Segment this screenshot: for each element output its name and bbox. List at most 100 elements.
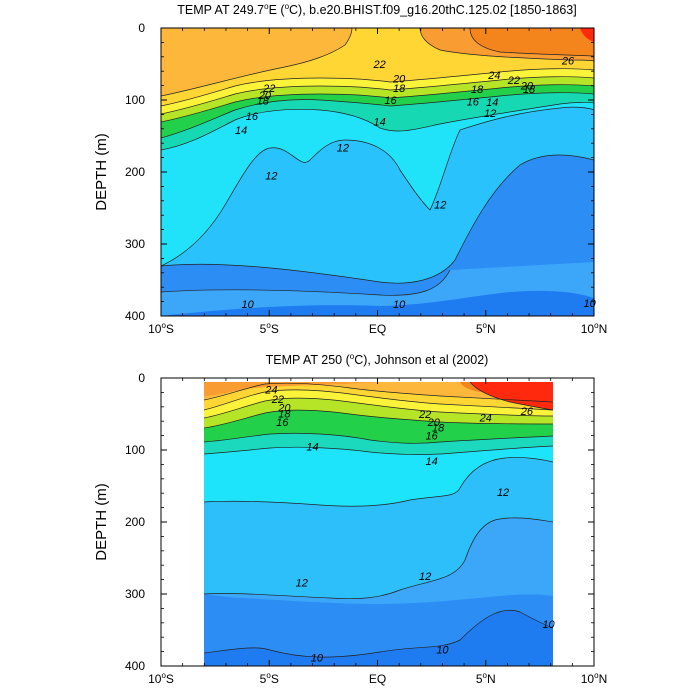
contour-label: 12 [419, 571, 431, 583]
contour-label: 12 [296, 577, 308, 589]
x-tick-label: 5oS [260, 321, 279, 336]
x-tick-label: 10oN [581, 321, 607, 336]
contour-label: 12 [497, 487, 509, 499]
contour-label: 18 [278, 408, 291, 420]
contour-label: 22 [507, 75, 520, 87]
y-axis: 0 100 200 300 400 [125, 371, 594, 673]
color-band [161, 68, 594, 114]
y-tick-label: 100 [125, 93, 145, 107]
contour-label: 16 [276, 417, 289, 429]
x-tick-label: 5oN [476, 321, 496, 336]
contour-label: 14 [486, 97, 498, 109]
color-band [161, 28, 594, 106]
contour-label: 12 [265, 171, 277, 183]
contour-label: 18 [432, 423, 445, 435]
contour-label: 26 [561, 55, 575, 67]
y-axis: 0 100 200 300 400 [125, 21, 594, 323]
y-tick-label: 300 [125, 237, 145, 251]
x-tick-label: EQ [369, 322, 386, 336]
contour-label: 18 [523, 84, 536, 96]
x-tick-label: EQ [369, 672, 386, 686]
contour-label: 10 [311, 652, 324, 664]
contour-label: 16 [426, 431, 439, 443]
contour-label: 14 [235, 125, 247, 137]
color-band [204, 410, 553, 444]
contour-lines [161, 28, 594, 296]
color-band [161, 28, 352, 96]
x-tick-label: 10oN [581, 671, 607, 686]
contour-label: 14 [374, 117, 386, 129]
color-band [204, 594, 553, 658]
contour-label: 14 [426, 456, 438, 468]
contour-label: 18 [257, 96, 270, 108]
contour-label: 22 [373, 59, 386, 71]
contour-label: 20 [520, 81, 534, 93]
contour-label: 22 [271, 394, 284, 406]
contour-label: 20 [277, 403, 291, 415]
contour-label: 16 [246, 111, 259, 123]
contour-label: 12 [337, 143, 349, 155]
contour-label: 20 [258, 90, 272, 102]
contour-label: 12 [434, 199, 446, 211]
contour-fill [204, 382, 553, 666]
color-band [161, 76, 594, 122]
y-tick-label: 400 [125, 659, 145, 673]
contour-label: 24 [479, 413, 492, 425]
contour-label: 16 [467, 96, 480, 108]
contour-label: 22 [262, 83, 275, 95]
contour-label: 20 [427, 417, 441, 429]
contour-label: 18 [471, 84, 484, 96]
panel-model: TEMP AT 249.7oE (oC), b.e20.BHIST.f09_g1… [93, 2, 607, 336]
x-tick-label: 5oS [260, 671, 279, 686]
color-band [204, 398, 553, 428]
color-band [470, 382, 553, 410]
contour-label: 26 [520, 406, 534, 418]
color-band [161, 84, 594, 138]
color-band [580, 28, 594, 42]
y-tick-label: 100 [125, 443, 145, 457]
color-band [204, 383, 553, 410]
contour-label: 10 [436, 644, 449, 656]
color-band [161, 102, 594, 267]
y-tick-label: 300 [125, 587, 145, 601]
contour-label: 10 [241, 299, 254, 311]
color-band [161, 107, 594, 284]
contour-label: 20 [392, 73, 406, 85]
y-tick-label: 0 [138, 21, 145, 35]
color-band [204, 389, 553, 418]
x-axis: 10oS 5oS EQ 5oN 10oN [148, 28, 607, 336]
contour-label: 18 [393, 83, 406, 95]
contour-label: 16 [384, 95, 397, 107]
contour-fill [161, 28, 594, 316]
y-axis-label: DEPTH (m) [93, 483, 110, 561]
color-band [161, 262, 594, 316]
panel-observations: TEMP AT 250 (oC), Johnson et al (2002) [93, 352, 607, 686]
contour-label: 24 [264, 385, 277, 397]
y-tick-label: 400 [125, 309, 145, 323]
y-tick-label: 200 [125, 515, 145, 529]
contour-label: 10 [542, 619, 555, 631]
y-axis-label: DEPTH (m) [93, 133, 110, 211]
color-band [204, 382, 380, 396]
chart-title: TEMP AT 249.7oE (oC), b.e20.BHIST.f09_g1… [177, 2, 576, 17]
x-tick-label: 10oS [148, 321, 174, 336]
chart-title: TEMP AT 250 (oC), Johnson et al (2002) [266, 352, 489, 367]
x-tick-label: 5oN [476, 671, 496, 686]
y-tick-label: 0 [138, 371, 145, 385]
color-band [204, 433, 553, 455]
contour-lines [203, 381, 554, 658]
color-band [204, 457, 553, 599]
contour-label: 10 [584, 298, 597, 310]
contour-label: 14 [306, 441, 318, 453]
contour-label: 12 [484, 108, 496, 120]
color-band [470, 28, 594, 56]
contour-label: 22 [418, 409, 431, 421]
contour-label: 24 [487, 70, 500, 82]
color-band [161, 92, 594, 150]
x-axis: 10oS 5oS EQ 5oN 10oN [148, 378, 607, 686]
y-tick-label: 200 [125, 165, 145, 179]
color-band [204, 446, 553, 507]
